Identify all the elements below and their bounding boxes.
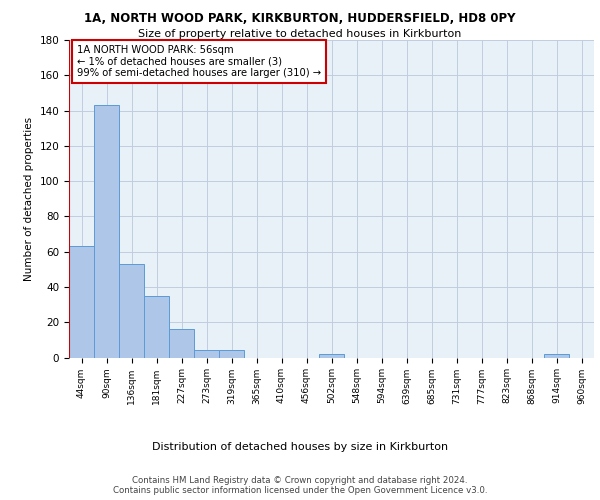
Bar [544, 354, 569, 358]
Text: 1A, NORTH WOOD PARK, KIRKBURTON, HUDDERSFIELD, HD8 0PY: 1A, NORTH WOOD PARK, KIRKBURTON, HUDDERS… [84, 12, 516, 26]
Bar [119, 264, 144, 358]
Bar [319, 354, 344, 358]
Bar [194, 350, 219, 358]
Bar [69, 246, 94, 358]
Bar [169, 330, 194, 357]
Text: 1A NORTH WOOD PARK: 56sqm
← 1% of detached houses are smaller (3)
99% of semi-de: 1A NORTH WOOD PARK: 56sqm ← 1% of detach… [77, 45, 321, 78]
Bar [94, 106, 119, 358]
Text: Size of property relative to detached houses in Kirkburton: Size of property relative to detached ho… [139, 29, 461, 39]
Bar [144, 296, 169, 358]
Text: Contains HM Land Registry data © Crown copyright and database right 2024.
Contai: Contains HM Land Registry data © Crown c… [113, 476, 487, 495]
Bar [219, 350, 244, 358]
Y-axis label: Number of detached properties: Number of detached properties [24, 116, 34, 281]
Text: Distribution of detached houses by size in Kirkburton: Distribution of detached houses by size … [152, 442, 448, 452]
